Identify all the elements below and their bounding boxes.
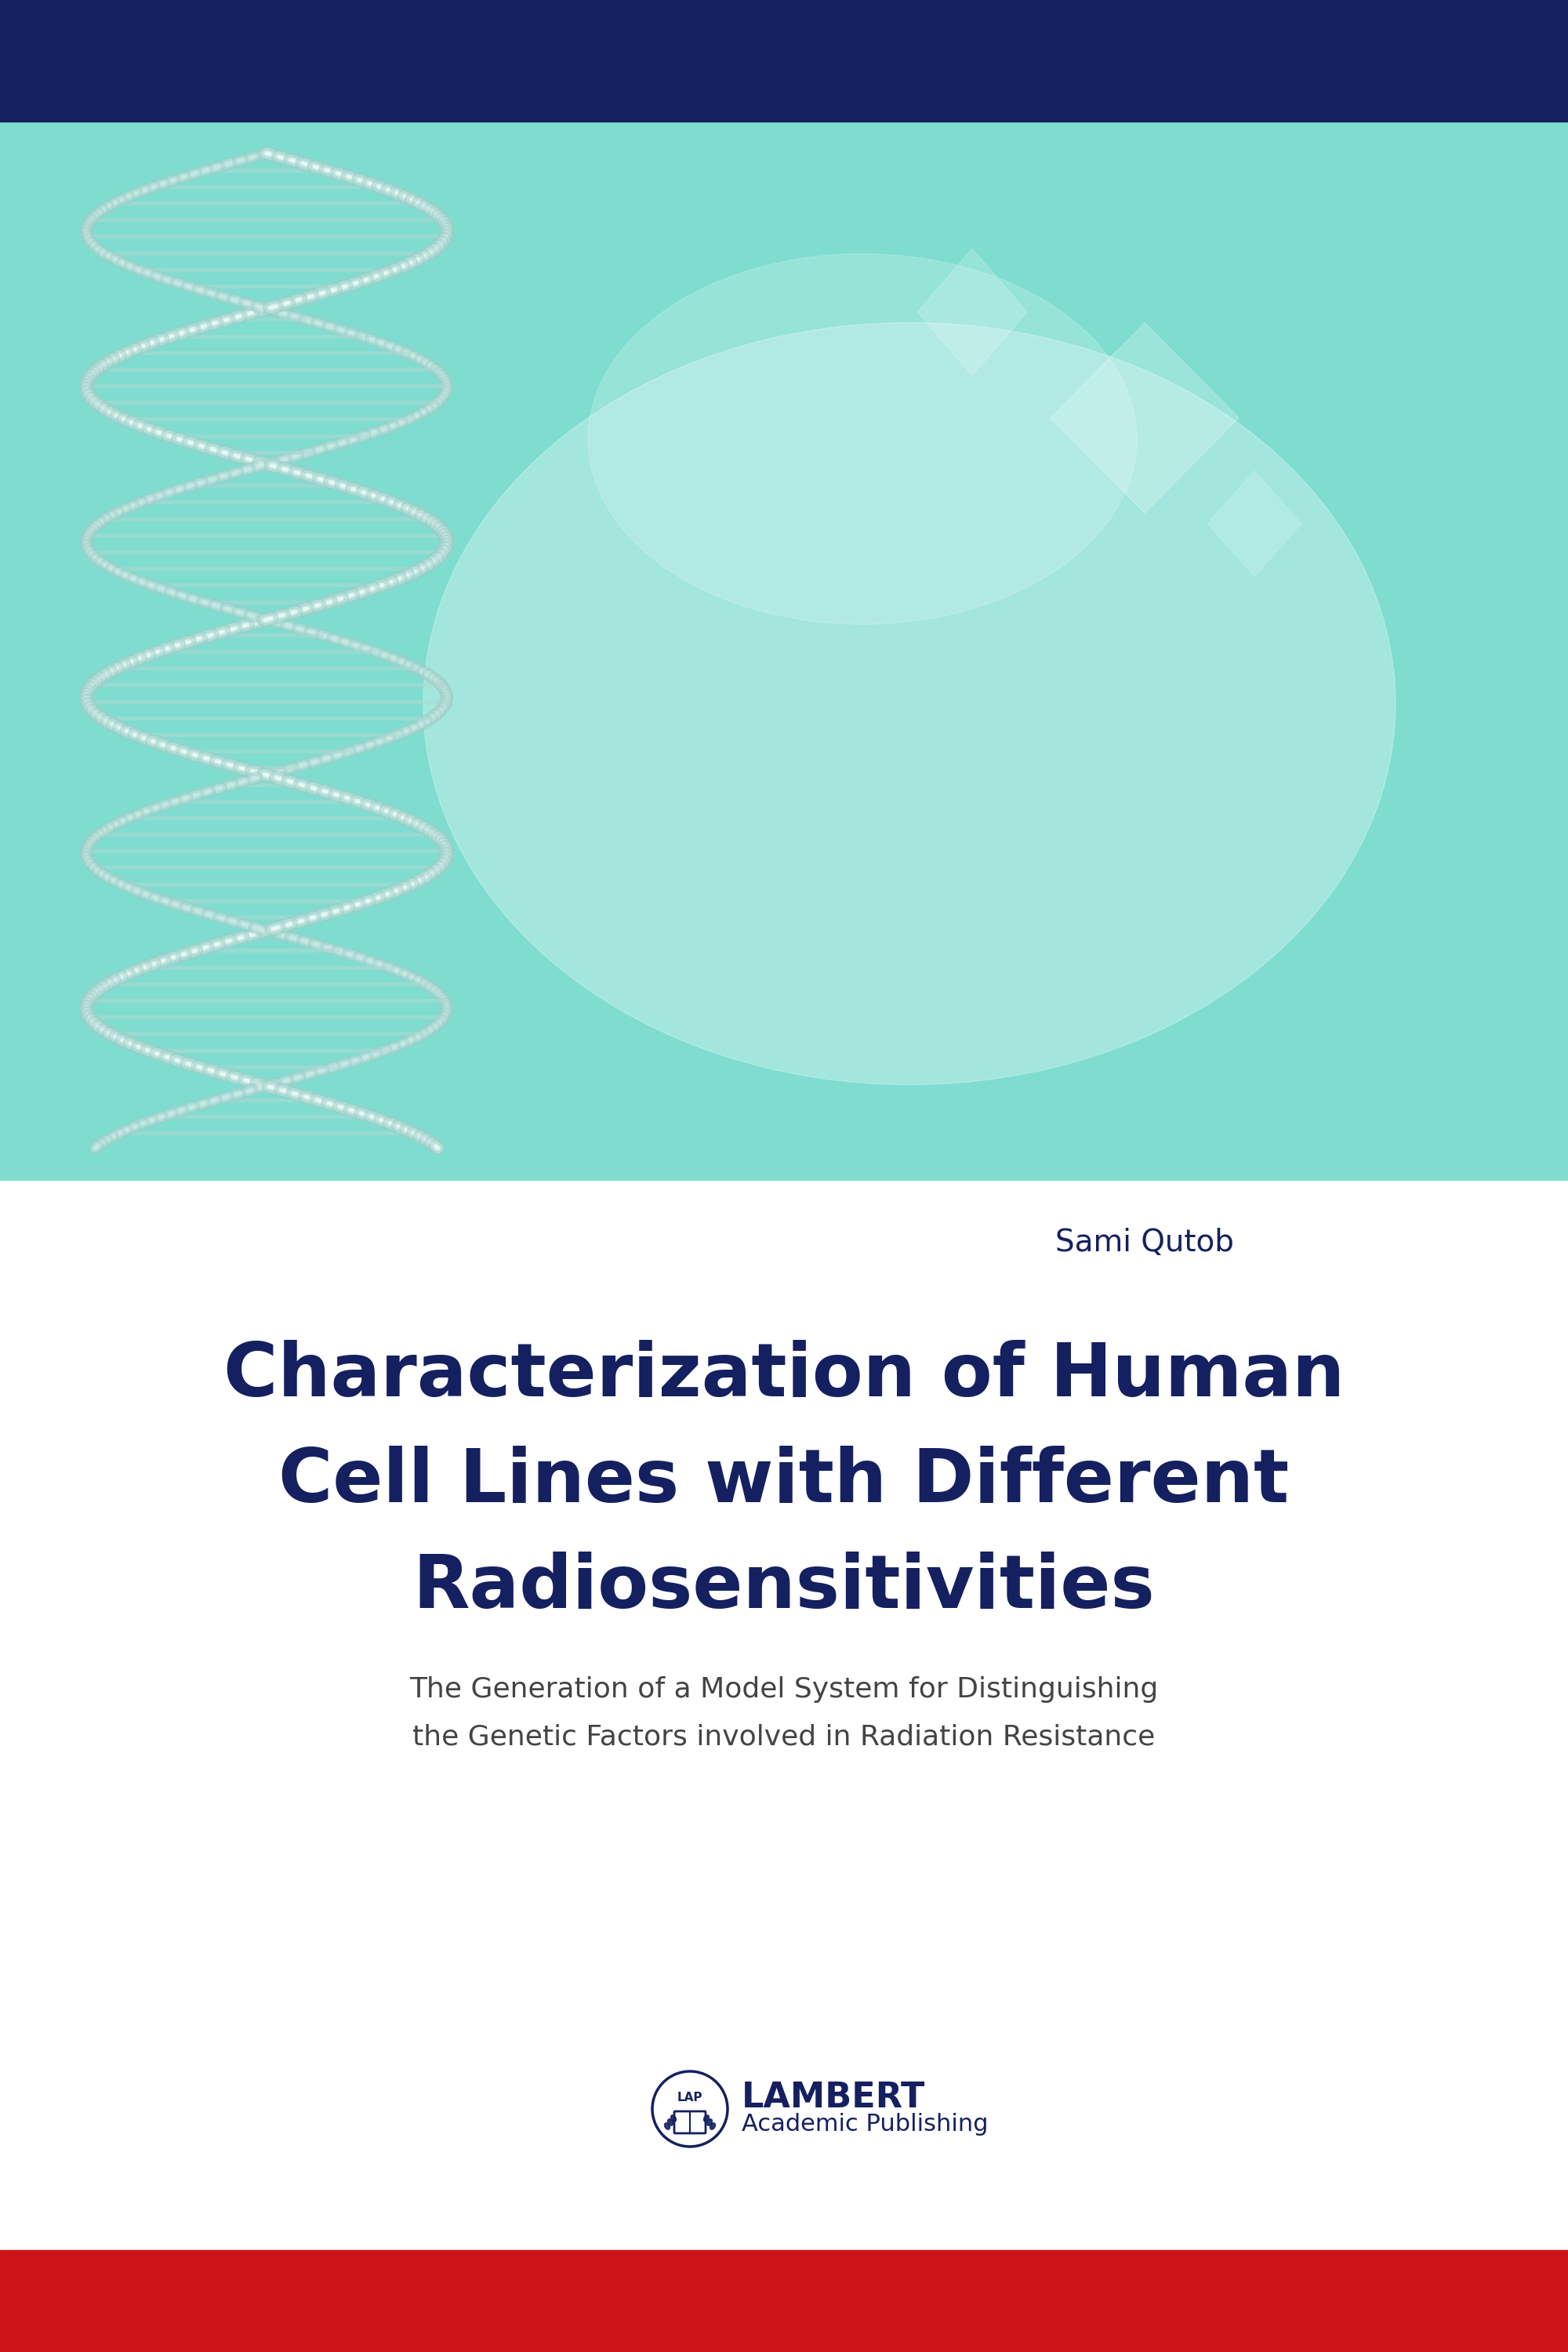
- Ellipse shape: [707, 2119, 712, 2126]
- Ellipse shape: [704, 2114, 709, 2122]
- Text: The Generation of a Model System for Distinguishing: The Generation of a Model System for Dis…: [409, 1677, 1159, 1703]
- Polygon shape: [917, 249, 1027, 376]
- Ellipse shape: [668, 2119, 673, 2126]
- Ellipse shape: [710, 2124, 715, 2129]
- Text: Cell Lines with Different: Cell Lines with Different: [279, 1446, 1289, 1517]
- Polygon shape: [1051, 322, 1239, 513]
- Text: LAMBERT: LAMBERT: [742, 2082, 925, 2114]
- Text: Academic Publishing: Academic Publishing: [742, 2112, 988, 2136]
- Ellipse shape: [423, 322, 1396, 1084]
- Text: the Genetic Factors involved in Radiation Resistance: the Genetic Factors involved in Radiatio…: [412, 1724, 1156, 1750]
- Text: LAP: LAP: [677, 2093, 702, 2103]
- Ellipse shape: [588, 254, 1137, 623]
- Text: Characterization of Human: Characterization of Human: [223, 1341, 1345, 1411]
- Polygon shape: [1207, 470, 1301, 576]
- Bar: [0, 122, 1568, 1181]
- Bar: [0, 2251, 1568, 2352]
- Ellipse shape: [665, 2124, 670, 2129]
- Bar: [0, 0, 1568, 122]
- Ellipse shape: [671, 2114, 676, 2122]
- Text: Sami Qutob: Sami Qutob: [1055, 1228, 1234, 1258]
- Text: Radiosensitivities: Radiosensitivities: [412, 1552, 1156, 1623]
